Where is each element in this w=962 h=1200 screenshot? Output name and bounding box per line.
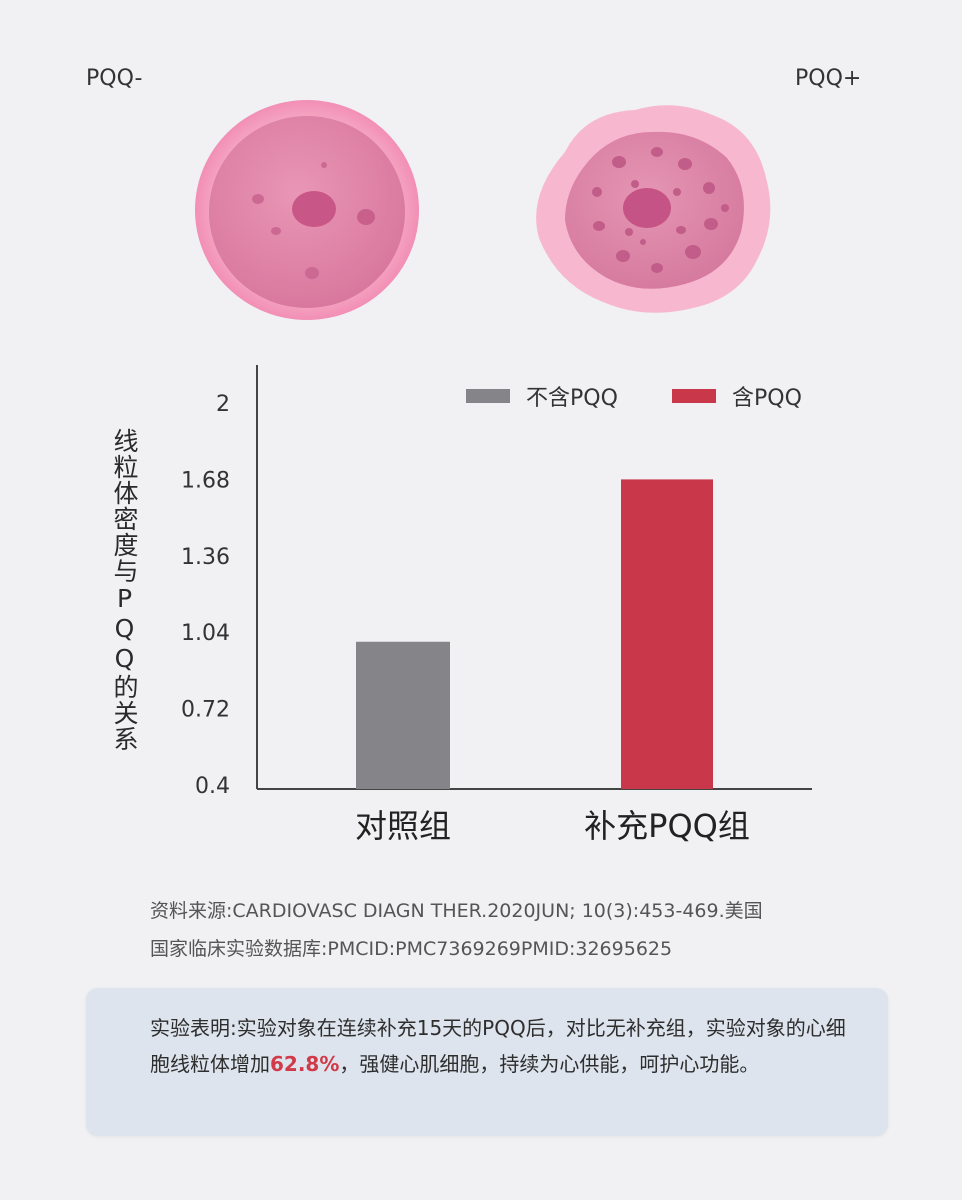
cell-label-pqq-plus: PQQ+ [795,66,862,91]
y-tick-label: 1.04 [181,621,230,646]
source-line-1: 资料来源:CARDIOVASC DIAGN THER.2020JUN; 10(3… [150,900,763,922]
x-category-label: 补充PQQ组 [584,807,750,845]
bar-control [356,641,450,789]
legend-swatch [672,389,716,403]
mitochondrion [271,227,281,235]
x-category-label: 对照组 [355,807,451,845]
mitochondrion [357,209,375,225]
cell-illustration-pqq-minus [195,100,419,320]
y-tick-label: 1.36 [181,545,230,570]
y-tick-label: 2 [216,392,230,417]
source-line-2: 国家临床实验数据库:PMCID:PMC7369269PMID:32695625 [150,938,673,960]
mitochondrion [305,267,319,279]
legend-label: 不含PQQ [526,386,618,411]
increase-percentage: 62.8% [270,1052,340,1076]
conclusion-text: 实验表明:实验对象在连续补充15天的PQQ后，对比无补充组，实验对象的心细胞线粒… [150,1010,850,1082]
legend-label: 含PQQ [732,386,802,411]
mitochondrion [252,194,264,204]
cell-nucleus [623,188,671,228]
mitochondria-bar-chart: 0.4 0.72 1.04 1.36 1.68 2 对照组 补充PQQ组 不含PQQ 含PQQ [181,365,812,845]
y-tick-label: 1.68 [181,468,230,493]
conclusion-text-after: ，强健心肌细胞，持续为心供能，呵护心功能。 [339,1052,760,1076]
bar-pqq [621,479,713,789]
mitochondria-cluster [592,147,729,273]
y-tick-label: 0.4 [195,774,230,799]
y-axis-label: 线粒体密度与PQQ的关系 [110,428,139,752]
y-tick-label: 0.72 [181,698,230,723]
cell-label-pqq-minus: PQQ- [86,66,143,91]
legend-swatch [466,389,510,403]
source-citation: 资料来源:CARDIOVASC DIAGN THER.2020JUN; 10(3… [150,892,910,968]
mitochondrion [321,162,327,168]
cell-illustration-pqq-plus [536,105,771,313]
cell-nucleus [292,191,336,227]
conclusion-text-before: 实验表明:实验对象在连续补充15天的PQQ后，对比无补充组，实验对象的心细胞线粒… [150,1016,846,1076]
conclusion-box: 实验表明:实验对象在连续补充15天的PQQ后，对比无补充组，实验对象的心细胞线粒… [86,988,888,1136]
